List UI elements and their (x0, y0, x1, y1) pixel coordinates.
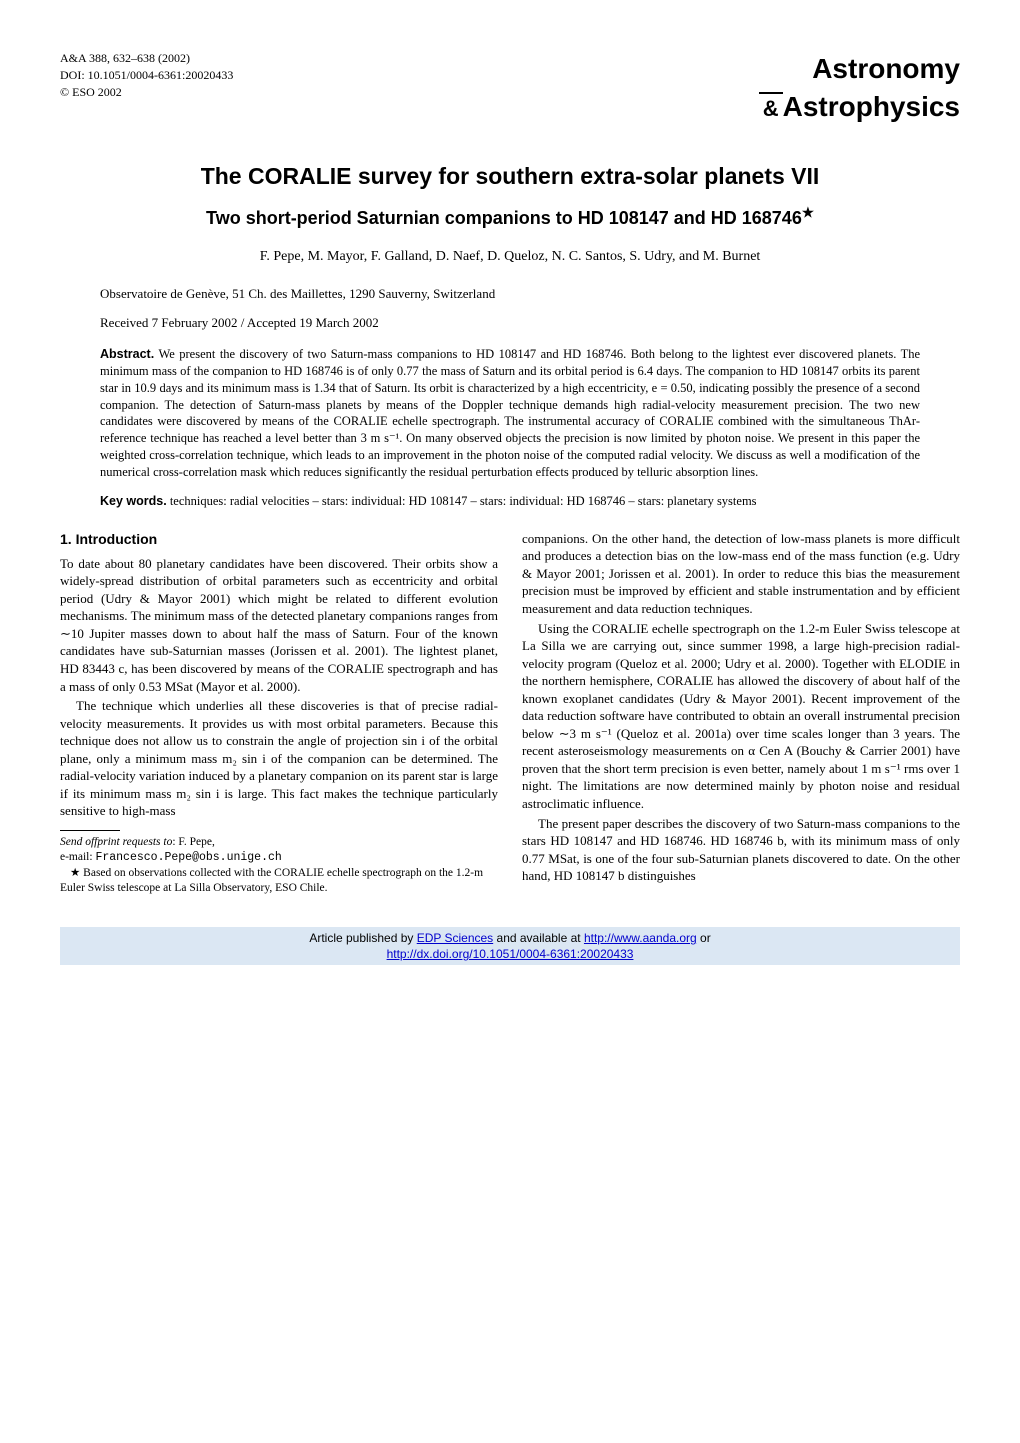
email-label: e-mail: (60, 851, 95, 863)
keywords: Key words. techniques: radial velocities… (100, 493, 920, 510)
paper-title: The CORALIE survey for southern extra-so… (60, 161, 960, 192)
body-columns: 1. Introduction To date about 80 planeta… (60, 530, 960, 897)
doi: DOI: 10.1051/0004-6361:20020433 (60, 67, 233, 84)
email-footnote: e-mail: Francesco.Pepe@obs.unige.ch (60, 850, 498, 866)
section-heading-introduction: 1. Introduction (60, 530, 498, 549)
intro-paragraph-4: Using the CORALIE echelle spectrograph o… (522, 620, 960, 813)
journal-reference-block: A&A 388, 632–638 (2002) DOI: 10.1051/000… (60, 50, 233, 100)
offprint-label: Send offprint requests to (60, 836, 172, 848)
copyright: © ESO 2002 (60, 84, 233, 101)
logo-ampersand: & (759, 92, 783, 124)
footer-link-aanda[interactable]: http://www.aanda.org (584, 931, 697, 945)
footer-link-doi[interactable]: http://dx.doi.org/10.1051/0004-6361:2002… (387, 947, 634, 961)
footer-text-mid: and available at (497, 931, 584, 945)
keywords-label: Key words. (100, 494, 167, 508)
logo-text-astronomy: Astronomy (759, 50, 960, 88)
right-column: companions. On the other hand, the detec… (522, 530, 960, 897)
footer-text-prefix: Article published by (309, 931, 416, 945)
journal-logo: Astronomy & Astrophysics (759, 50, 960, 126)
footer-text-suffix: or (700, 931, 711, 945)
subtitle-star-icon: ★ (802, 205, 814, 220)
footer-link-edp[interactable]: EDP Sciences (417, 931, 493, 945)
email-address: Francesco.Pepe@obs.unige.ch (95, 851, 281, 864)
abstract-label: Abstract. (100, 347, 154, 361)
star-footnote: ★ Based on observations collected with t… (60, 866, 498, 897)
logo-text-astrophysics: Astrophysics (783, 88, 960, 126)
journal-reference: A&A 388, 632–638 (2002) (60, 50, 233, 67)
author-list: F. Pepe, M. Mayor, F. Galland, D. Naef, … (60, 248, 960, 267)
received-accepted-dates: Received 7 February 2002 / Accepted 19 M… (60, 314, 960, 332)
intro-paragraph-5: The present paper describes the discover… (522, 815, 960, 885)
footnote-block: Send offprint requests to: F. Pepe, e-ma… (60, 835, 498, 897)
subtitle-text: Two short-period Saturnian companions to… (206, 208, 802, 228)
abstract: Abstract. We present the discovery of tw… (100, 346, 920, 481)
offprint-footnote: Send offprint requests to: F. Pepe, (60, 835, 498, 851)
intro-paragraph-3: companions. On the other hand, the detec… (522, 530, 960, 618)
footer-bar: Article published by EDP Sciences and av… (60, 927, 960, 965)
paper-subtitle: Two short-period Saturnian companions to… (60, 204, 960, 230)
footnote-separator (60, 830, 120, 831)
left-column: 1. Introduction To date about 80 planeta… (60, 530, 498, 897)
abstract-text: We present the discovery of two Saturn-m… (100, 347, 920, 479)
affiliation: Observatoire de Genève, 51 Ch. des Maill… (60, 285, 960, 303)
keywords-text: techniques: radial velocities – stars: i… (170, 494, 757, 508)
logo-line-two: & Astrophysics (759, 88, 960, 126)
intro-paragraph-2: The technique which underlies all these … (60, 697, 498, 820)
page-header: A&A 388, 632–638 (2002) DOI: 10.1051/000… (60, 50, 960, 126)
offprint-name: : F. Pepe, (172, 836, 215, 848)
intro-paragraph-1: To date about 80 planetary candidates ha… (60, 555, 498, 695)
